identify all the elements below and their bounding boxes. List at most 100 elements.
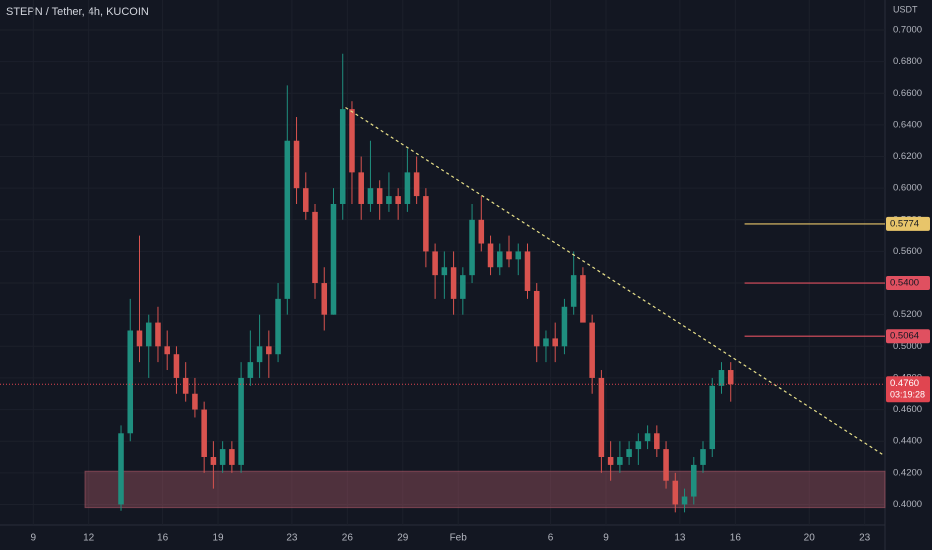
candle-body xyxy=(339,109,346,204)
candle-body xyxy=(358,172,364,204)
y-unit: USDT xyxy=(893,4,918,14)
candle-body xyxy=(598,377,605,458)
candle-body xyxy=(561,306,568,347)
candle-body xyxy=(681,496,688,505)
candle-body xyxy=(404,172,411,204)
y-tick-label: 0.4200 xyxy=(893,467,922,478)
candle-body xyxy=(552,338,558,347)
last-price-tag xyxy=(886,376,930,403)
candle-body xyxy=(155,322,161,347)
candle-body xyxy=(450,267,457,299)
candle-body xyxy=(173,354,180,378)
candle-body xyxy=(543,338,549,347)
candle-body xyxy=(478,219,485,244)
candle-body xyxy=(460,275,466,299)
candle-body xyxy=(386,196,392,204)
candle-body xyxy=(413,172,420,197)
candle-body xyxy=(672,480,679,505)
candle-body xyxy=(617,457,623,465)
price-tag xyxy=(886,216,930,231)
candle-body xyxy=(182,377,189,394)
price-tag-label: 0.5400 xyxy=(890,278,919,289)
x-tick-label: 26 xyxy=(342,533,354,544)
x-tick-label: 29 xyxy=(397,533,409,544)
candle-body xyxy=(349,109,355,173)
candle-body xyxy=(626,449,632,458)
countdown-label: 03:19:28 xyxy=(890,390,925,400)
x-tick-label: 9 xyxy=(603,533,609,544)
x-tick-label: 12 xyxy=(83,533,95,544)
candle-body xyxy=(284,140,291,299)
y-tick-label: 0.5000 xyxy=(893,341,922,352)
candle-body xyxy=(709,385,716,450)
candle-body xyxy=(700,449,706,465)
candle-body xyxy=(469,219,475,276)
candle-body xyxy=(145,322,152,347)
candle-body xyxy=(635,441,642,450)
x-tick-label: 6 xyxy=(548,533,554,544)
candle-body xyxy=(441,267,448,276)
candle-body xyxy=(376,188,383,204)
y-tick-label: 0.7000 xyxy=(893,25,922,36)
candle-body xyxy=(432,251,438,276)
candle-body xyxy=(312,211,318,284)
candle-body xyxy=(395,196,401,204)
candle-body xyxy=(118,433,124,505)
candle-body xyxy=(303,188,309,212)
price-tag xyxy=(886,276,930,291)
x-tick-label: Feb xyxy=(450,533,468,544)
candle-body xyxy=(718,370,725,386)
y-tick-label: 0.4400 xyxy=(893,436,922,447)
y-tick-label: 0.6400 xyxy=(893,119,922,130)
trendline xyxy=(345,107,885,456)
x-tick-label: 19 xyxy=(212,533,224,544)
candle-body xyxy=(210,457,217,465)
candle-body xyxy=(607,457,614,465)
candle-body xyxy=(506,251,512,260)
y-tick-label: 0.6200 xyxy=(893,151,922,162)
candle-body xyxy=(330,203,337,315)
candle-body xyxy=(192,393,198,410)
price-tag-label: 0.5064 xyxy=(890,331,919,342)
y-tick-label: 0.4000 xyxy=(893,499,922,510)
candle-body xyxy=(727,370,734,385)
candle-body xyxy=(247,362,254,378)
candle-body xyxy=(691,464,697,497)
candle-body xyxy=(164,346,170,355)
price-tag xyxy=(886,329,930,344)
candle-body xyxy=(238,377,244,465)
last-price-label: 0.4760 xyxy=(890,378,919,389)
candle-body xyxy=(219,449,226,465)
candle-body xyxy=(229,449,235,465)
candle-body xyxy=(589,322,595,378)
x-tick-label: 16 xyxy=(730,533,742,544)
price-tag-label: 0.5774 xyxy=(890,218,919,229)
candle-body xyxy=(533,290,540,347)
candle-body xyxy=(136,330,143,347)
candle-body xyxy=(497,251,503,268)
candle-body xyxy=(256,346,263,363)
candle-body xyxy=(423,196,429,252)
candle-body xyxy=(367,188,374,204)
candle-body xyxy=(321,283,328,315)
candle-body xyxy=(293,140,300,189)
candle-body xyxy=(524,251,531,291)
candle-body xyxy=(127,330,134,434)
candle-body xyxy=(644,433,651,442)
y-tick-label: 0.4600 xyxy=(893,404,922,415)
candle-body xyxy=(275,298,281,355)
candle-body xyxy=(580,275,586,323)
x-tick-label: 23 xyxy=(859,533,871,544)
x-tick-label: 9 xyxy=(30,533,36,544)
x-tick-label: 23 xyxy=(286,533,298,544)
candle-body xyxy=(487,243,494,268)
candle-body xyxy=(266,346,272,355)
y-tick-label: 0.6000 xyxy=(893,183,922,194)
y-tick-label: 0.6600 xyxy=(893,88,922,99)
candle-body xyxy=(663,449,669,481)
candle-body xyxy=(515,251,522,260)
x-tick-label: 20 xyxy=(804,533,816,544)
y-tick-label: 0.5200 xyxy=(893,309,922,320)
x-tick-label: 16 xyxy=(157,533,169,544)
